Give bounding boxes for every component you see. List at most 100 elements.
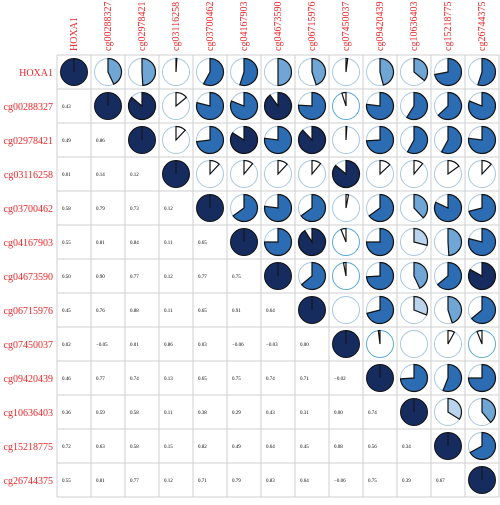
correlation-pie [195,91,225,121]
correlation-value: −0.06 [334,479,346,484]
correlation-pie [232,193,259,223]
correlation-pie [365,227,395,257]
correlation-value: 0.64 [300,479,309,484]
row-label: cg03700462 [4,204,53,215]
correlation-value: 0.00 [334,411,343,416]
correlation-pie [447,329,456,345]
correlation-pie [413,261,429,290]
correlation-pie [365,261,395,291]
correlation-pie [433,193,463,223]
correlation-value: 0.43 [266,411,275,416]
row-label: cg04167903 [4,238,53,249]
correlation-pie [377,329,381,345]
row-label: cg03116258 [4,170,53,181]
correlation-pie [277,57,293,87]
column-label: cg10636403 [409,2,420,51]
correlation-pie [263,91,293,121]
correlation-value: 0.56 [368,445,377,450]
correlation-value: 0.12 [164,479,173,484]
correlation-value: 0.83 [266,479,275,484]
correlation-pie [477,57,497,87]
correlation-pie [434,57,463,87]
correlation-value: 0.38 [198,411,207,416]
correlation-pie [447,295,463,324]
correlation-value: 0.77 [130,275,139,280]
correlation-pie [440,125,463,155]
column-label: cg06715976 [307,2,318,51]
correlation-pie [467,91,497,121]
correlation-pie [331,159,361,189]
correlation-pie [311,57,327,86]
correlation-pie [175,91,188,108]
correlation-value: 0.01 [62,173,71,178]
correlation-pie [413,57,429,82]
correlation-value: 0.79 [232,479,241,484]
correlation-pie [341,91,347,107]
correlation-value: 0.71 [300,377,309,382]
correlation-pie [365,125,395,155]
correlation-value: 0.74 [368,411,377,416]
correlation-pie [481,159,493,176]
column-label: cg26744375 [477,2,488,51]
pie-ring [332,296,360,324]
correlation-pie [366,295,395,325]
correlation-value: 0.65 [198,309,207,314]
row-label: cg00288327 [4,102,53,113]
correlation-value: 0.65 [198,377,207,382]
correlation-value: 0.55 [62,479,71,484]
correlation-value: 0.76 [96,309,105,314]
correlation-value: 0.82 [198,445,207,450]
correlation-value: 0.65 [198,241,207,246]
correlation-value: 0.12 [164,275,173,280]
correlation-pie [297,91,327,121]
correlation-value: 0.77 [130,479,139,484]
column-label: cg04673590 [273,2,284,51]
correlation-pie [345,193,350,209]
correlation-value: 0.73 [130,207,139,212]
correlation-pie [368,193,395,223]
correlation-pie [297,227,327,257]
correlation-value: −0.02 [334,377,346,382]
correlation-value: 0.45 [62,309,71,314]
correlation-pie [340,227,347,243]
correlation-pie [229,125,259,155]
correlation-value: −0.06 [232,343,244,348]
correlation-value: 0.39 [402,479,411,484]
correlation-pie [379,57,395,86]
correlation-value: −0.03 [266,343,278,348]
correlation-value: 0.01 [130,343,139,348]
pie-ring [400,330,428,358]
correlation-value: 0.03 [198,343,207,348]
correlation-pie [442,363,463,393]
correlation-pie [399,363,429,393]
row-label: cg10636403 [4,408,53,419]
correlation-value: 0.90 [96,275,105,280]
correlation-value: 0.11 [164,411,173,416]
correlation-pie [476,329,483,345]
correlation-pie [467,261,497,291]
correlation-value: 0.49 [232,445,241,450]
correlation-value: 0.02 [62,343,71,348]
correlation-pie [345,125,348,141]
correlation-pie [437,91,463,121]
correlation-pie [413,295,429,316]
correlation-pie [127,91,157,121]
correlation-value: 0.11 [164,309,173,314]
correlation-pie [365,91,395,121]
correlation-value: 0.67 [436,479,445,484]
row-label: cg09420439 [4,374,53,385]
row-label: cg06715976 [4,306,53,317]
correlation-pie [300,193,327,223]
correlation-pie [107,57,123,86]
correlation-pie [405,91,429,121]
correlation-pie [413,227,429,247]
correlation-value: 0.58 [62,207,71,212]
correlation-pie [277,159,289,176]
correlation-value: 0.74 [266,377,275,382]
correlation-pie [406,125,429,155]
correlation-value: 0.55 [62,241,71,246]
correlation-pie [202,57,225,87]
correlation-value: −0.05 [96,343,108,348]
correlation-value: 0.72 [62,445,71,450]
